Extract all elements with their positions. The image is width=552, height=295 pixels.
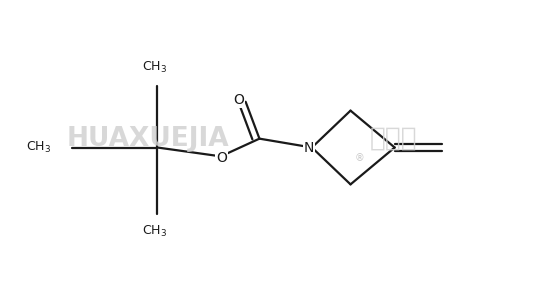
Text: HUAXUEJIA: HUAXUEJIA xyxy=(66,126,229,152)
Text: CH$_3$: CH$_3$ xyxy=(26,140,51,155)
Text: N: N xyxy=(304,141,314,155)
Text: O: O xyxy=(216,151,227,165)
Text: CH$_3$: CH$_3$ xyxy=(142,60,167,75)
Text: 化学加: 化学加 xyxy=(370,126,417,152)
Text: CH$_3$: CH$_3$ xyxy=(142,224,167,239)
Text: ®: ® xyxy=(355,153,365,163)
Text: O: O xyxy=(233,93,244,107)
